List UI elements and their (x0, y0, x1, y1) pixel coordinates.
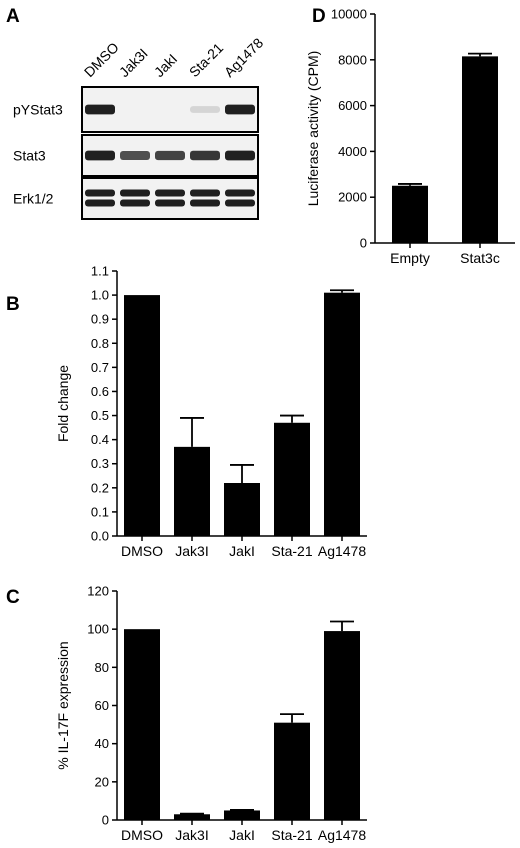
y-tick-label: 6000 (338, 98, 367, 113)
x-tick-label-jak3i: Jak3I (175, 827, 208, 843)
bar-jaki (224, 810, 260, 820)
chart-c: 0 20 40 60 80 100 120 % IL-17F expression DMSO Ja… (55, 584, 367, 843)
y-tick-label: 0.4 (91, 432, 109, 447)
y-tick-label: 80 (95, 660, 109, 675)
bar-jak3i (174, 446, 210, 536)
lane-label-ag1478: Ag1478 (221, 35, 267, 81)
y-tick-label: 0.1 (91, 504, 109, 519)
bar-jak3i (174, 814, 210, 820)
blot-band (85, 150, 115, 161)
blot-band (85, 189, 115, 197)
panel-letter-d: D (312, 6, 326, 27)
lane-label-sta-21: Sta-21 (186, 39, 227, 80)
y-tick-label: 0 (360, 236, 367, 251)
y-tick-label: 2000 (338, 190, 367, 205)
x-tick-label-sta-21: Sta-21 (271, 827, 312, 843)
panel-letter-a: A (6, 6, 20, 27)
y-tick-label: 1.0 (91, 288, 109, 303)
blot-band (85, 199, 115, 207)
y-tick-label: 8000 (338, 52, 367, 67)
blot-band (190, 199, 220, 207)
blot-band (190, 189, 220, 197)
bar-ag1478 (324, 292, 360, 536)
y-tick-label: 0.3 (91, 456, 109, 471)
x-tick-label-ag1478: Ag1478 (318, 543, 366, 559)
bar-dmso (124, 295, 160, 536)
blot-band (155, 189, 185, 197)
x-tick-label-stat3c: Stat3c (460, 250, 500, 266)
y-tick-label: 0.8 (91, 336, 109, 351)
blot-row-label-pystat3: pYStat3 (13, 102, 63, 118)
bar-ag1478 (324, 631, 360, 820)
blot-band (120, 151, 150, 160)
y-axis-label: Fold change (55, 365, 71, 442)
blot-band (85, 104, 115, 115)
x-tick-label-dmso: DMSO (121, 827, 163, 843)
blot-band (225, 150, 255, 161)
x-tick-label-jak3i: Jak3I (175, 543, 208, 559)
y-axis-label: Luciferase activity (CPM) (305, 51, 321, 207)
y-tick-label: 10000 (331, 7, 367, 22)
x-tick-label-sta-21: Sta-21 (271, 543, 312, 559)
blot-row-label-erk1-2: Erk1/2 (13, 191, 54, 207)
blot-band (155, 150, 185, 161)
lane-label-dmso: DMSO (81, 39, 122, 80)
y-tick-label: 1.1 (91, 264, 109, 279)
panel-letter-b: B (6, 294, 20, 315)
y-tick-label: 100 (87, 622, 109, 637)
y-tick-label: 0.2 (91, 480, 109, 495)
blot-band (225, 104, 255, 115)
chart-d: 0 2000 4000 6000 8000 10000 Luciferase activit… (305, 7, 515, 266)
blot-box-erk1-2 (81, 177, 259, 220)
x-tick-label-ag1478: Ag1478 (318, 827, 366, 843)
x-tick-label-jaki: JakI (229, 543, 255, 559)
bar-jaki (224, 483, 260, 536)
blot-row-label-stat3: Stat3 (13, 148, 46, 164)
y-tick-label: 40 (95, 736, 109, 751)
bar-sta-21 (274, 722, 310, 820)
blot-band (120, 189, 150, 197)
y-tick-label: 0.0 (91, 529, 109, 544)
blot-band (225, 199, 255, 207)
y-axis-label: % IL-17F expression (55, 641, 71, 769)
panel-letter-c: C (6, 587, 20, 608)
blot-band (190, 150, 220, 161)
y-tick-label: 0 (102, 813, 109, 828)
y-tick-label: 0.9 (91, 312, 109, 327)
blot-band (155, 199, 185, 207)
x-tick-label-jaki: JakI (229, 827, 255, 843)
blot-band (225, 189, 255, 197)
blot-band (120, 199, 150, 207)
blot-band (190, 106, 220, 113)
y-tick-label: 0.5 (91, 408, 109, 423)
y-tick-label: 4000 (338, 144, 367, 159)
lane-label-jaki: JakI (151, 51, 180, 80)
y-tick-label: 0.6 (91, 384, 109, 399)
bar-empty (392, 185, 428, 243)
x-tick-label-dmso: DMSO (121, 543, 163, 559)
y-tick-label: 60 (95, 698, 109, 713)
y-tick-label: 20 (95, 774, 109, 789)
y-tick-label: 0.7 (91, 360, 109, 375)
bar-dmso (124, 629, 160, 820)
bar-sta-21 (274, 422, 310, 536)
x-tick-label-empty: Empty (390, 250, 430, 266)
bar-stat3c (462, 56, 498, 243)
chart-b: 0.0 0.1 0.2 0.3 0.4 0.5 0.6 0.7 0.8 0.9 1.0 1.1 Fold… (55, 264, 367, 559)
y-tick-label: 120 (87, 584, 109, 599)
